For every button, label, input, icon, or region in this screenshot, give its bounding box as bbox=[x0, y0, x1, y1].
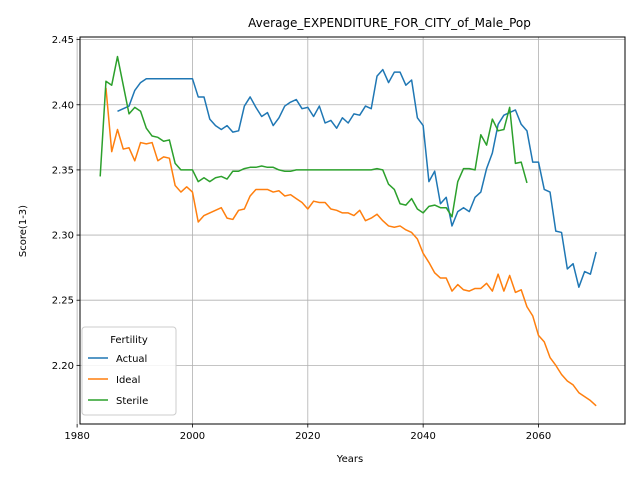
chart-title: Average_EXPENDITURE_FOR_CITY_of_Male_Pop bbox=[248, 16, 531, 30]
legend-title: Fertility bbox=[110, 335, 148, 346]
legend-label-sterile: Sterile bbox=[116, 396, 148, 407]
x-axis-ticks: 1980 2000 2020 2040 2060 bbox=[64, 424, 551, 442]
y-tick-label: 2.40 bbox=[52, 100, 74, 111]
y-tick-label: 2.45 bbox=[52, 35, 74, 46]
x-axis-label: Years bbox=[336, 454, 363, 465]
plot-frame bbox=[79, 36, 626, 425]
series-lines bbox=[99, 55, 597, 407]
series-line-actual bbox=[117, 68, 597, 288]
x-tick-label: 2000 bbox=[180, 431, 205, 442]
x-tick-label: 1980 bbox=[64, 431, 89, 442]
legend: Fertility Actual Ideal Sterile bbox=[81, 326, 177, 416]
series-line-ideal bbox=[105, 87, 597, 407]
y-axis-ticks: 2.20 2.25 2.30 2.35 2.40 2.45 bbox=[52, 35, 80, 372]
x-tick-label: 2040 bbox=[410, 431, 435, 442]
legend-box bbox=[81, 326, 177, 416]
series-line-sterile bbox=[99, 55, 528, 218]
legend-label-ideal: Ideal bbox=[116, 375, 140, 386]
y-tick-label: 2.20 bbox=[52, 361, 74, 372]
legend-label-actual: Actual bbox=[116, 354, 147, 365]
legend-items: Actual Ideal Sterile bbox=[88, 354, 148, 407]
x-tick-label: 2020 bbox=[295, 431, 320, 442]
y-tick-label: 2.25 bbox=[52, 296, 74, 307]
y-tick-label: 2.30 bbox=[52, 231, 74, 242]
y-tick-label: 2.35 bbox=[52, 165, 74, 176]
grid-lines bbox=[76, 37, 625, 424]
y-axis-label: Score(1-3) bbox=[18, 205, 29, 257]
x-tick-label: 2060 bbox=[526, 431, 551, 442]
